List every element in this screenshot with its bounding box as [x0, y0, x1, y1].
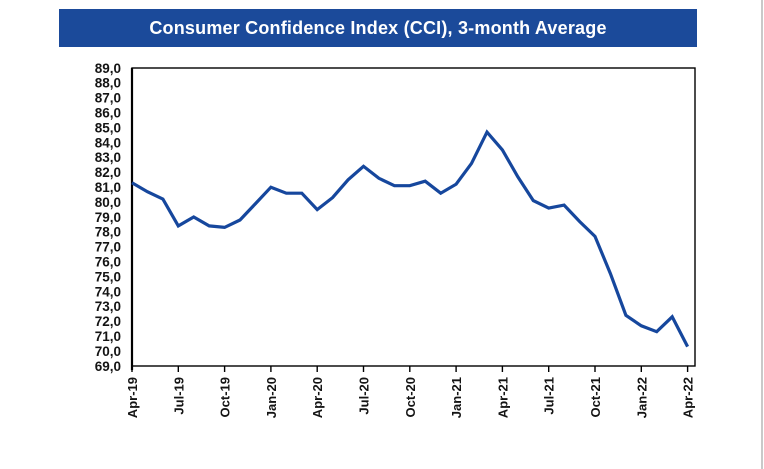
x-axis-label: Apr-22	[681, 377, 696, 418]
x-axis-label: Apr-20	[310, 377, 325, 418]
y-axis-label: 86,0	[95, 106, 121, 121]
x-axis-label: Oct-20	[403, 377, 418, 417]
screen-edge-divider	[761, 0, 763, 469]
y-axis-labels: 89,088,087,086,085,084,083,082,081,080,0…	[95, 61, 121, 374]
x-axis-label: Oct-21	[588, 377, 603, 417]
x-axis-label: Jul-19	[171, 377, 186, 415]
x-axis-label: Jul-20	[357, 377, 372, 415]
cci-series-line	[131, 129, 690, 348]
y-axis-label: 85,0	[95, 120, 121, 135]
chart-title-bar: Consumer Confidence Index (CCI), 3-month…	[59, 9, 697, 47]
y-axis-label: 73,0	[95, 299, 121, 314]
y-axis-label: 79,0	[95, 210, 121, 225]
y-axis-label: 74,0	[95, 284, 121, 299]
plot-area-frame	[131, 67, 696, 367]
x-axis-label: Apr-19	[125, 377, 140, 418]
y-axis-label: 88,0	[95, 76, 121, 91]
y-axis-label: 76,0	[95, 255, 121, 270]
y-axis-label: 75,0	[95, 269, 121, 284]
x-axis-label: Jan-20	[264, 377, 279, 418]
y-axis-label: 83,0	[95, 150, 121, 165]
y-axis-label: 78,0	[95, 225, 121, 240]
x-axis-labels: Apr-19 Jul-19 Oct-19 Jan-20 Apr-20 Jul-20 Oct-…	[125, 366, 696, 418]
x-axis-label: Jan-22	[634, 377, 649, 418]
y-axis-label: 80,0	[95, 195, 121, 210]
x-axis-label: Apr-21	[495, 377, 510, 418]
x-axis-label: Jul-21	[542, 377, 557, 415]
y-axis-label: 69,0	[95, 359, 121, 374]
y-axis-label: 71,0	[95, 329, 121, 344]
y-axis-label: 82,0	[95, 165, 121, 180]
y-axis-label: 77,0	[95, 240, 121, 255]
y-axis-label: 70,0	[95, 344, 121, 359]
y-axis-label: 72,0	[95, 314, 121, 329]
x-axis-label: Oct-19	[218, 377, 233, 417]
y-axis-label: 81,0	[95, 180, 121, 195]
y-axis-label: 89,0	[95, 61, 121, 76]
chart-title: Consumer Confidence Index (CCI), 3-month…	[149, 17, 607, 38]
x-axis-label: Jan-21	[449, 377, 464, 418]
y-axis-label: 87,0	[95, 91, 121, 106]
y-axis-label: 84,0	[95, 135, 121, 150]
